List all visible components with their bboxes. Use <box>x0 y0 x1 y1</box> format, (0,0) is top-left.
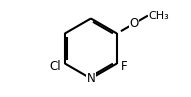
Text: CH₃: CH₃ <box>148 11 169 21</box>
Text: Cl: Cl <box>49 60 61 73</box>
Text: O: O <box>129 17 138 30</box>
Text: N: N <box>87 72 95 85</box>
Text: F: F <box>121 60 128 73</box>
